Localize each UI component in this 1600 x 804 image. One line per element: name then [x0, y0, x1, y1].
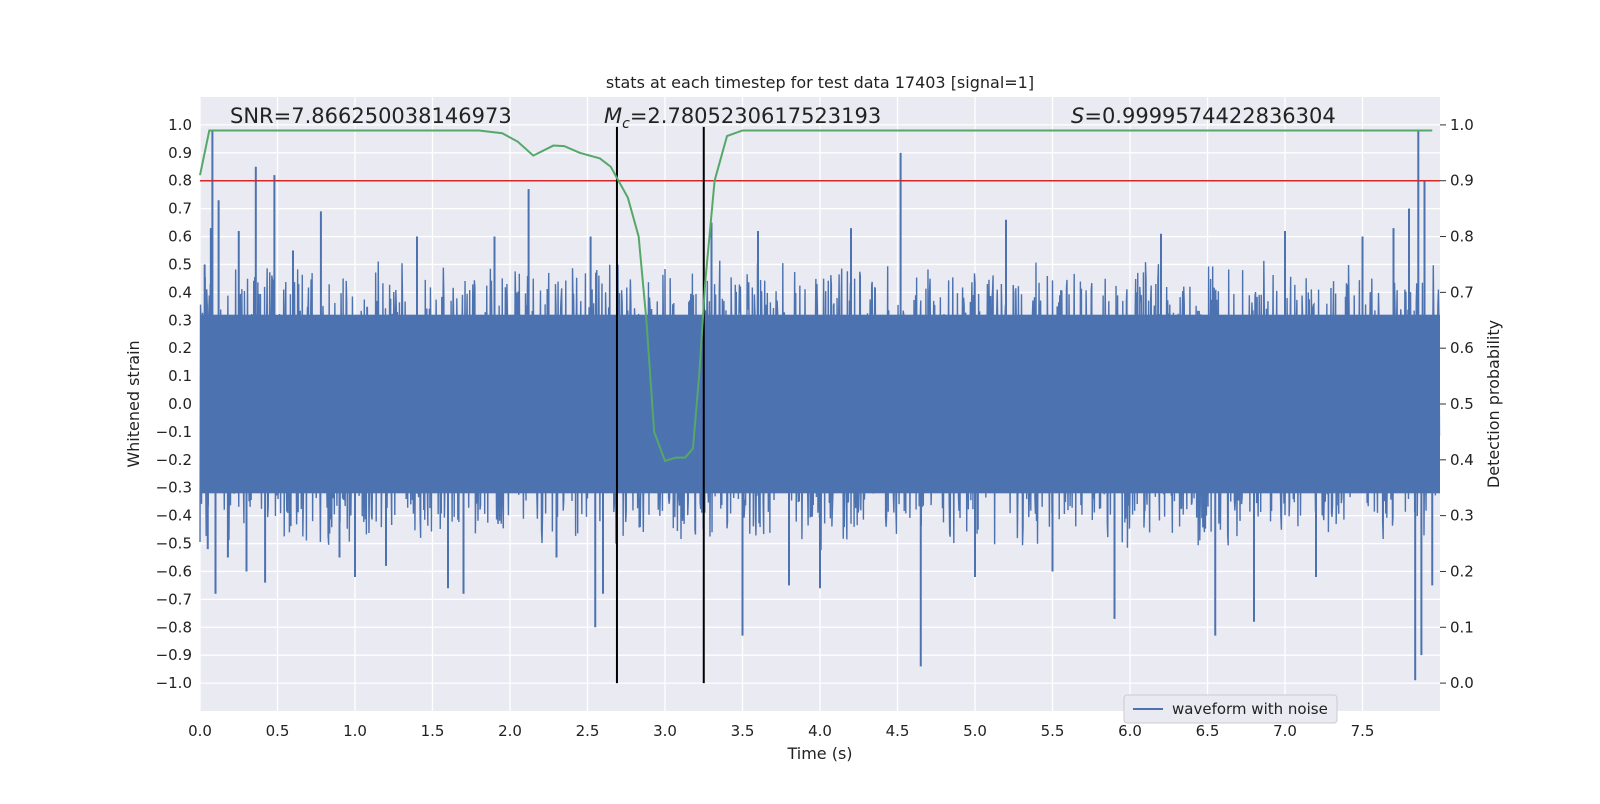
chirp-mass-annotation: Mc=2.7805230617523193 [604, 104, 881, 132]
y-tick-label: 0.5 [168, 255, 192, 273]
y-right-tick-label: 1.0 [1450, 116, 1474, 134]
x-tick-label: 6.5 [1196, 722, 1220, 740]
x-tick-label: 7.0 [1273, 722, 1297, 740]
y-right-tick-label: 0.7 [1450, 283, 1474, 301]
chirp-mass-symbol: M [604, 104, 622, 128]
y-tick-label: −0.4 [156, 507, 192, 525]
x-tick-label: 0.0 [188, 722, 212, 740]
x-tick-label: 0.5 [266, 722, 290, 740]
x-tick-label: 3.0 [653, 722, 677, 740]
y-tick-label: −0.3 [156, 479, 192, 497]
y-axis-right-title: Detection probability [1484, 320, 1503, 488]
y-tick-label: −0.7 [156, 590, 192, 608]
y-right-tick-label: 0.6 [1450, 339, 1474, 357]
x-tick-label: 5.0 [963, 722, 987, 740]
y-tick-label: 0.2 [168, 339, 192, 357]
x-tick-label: 2.5 [576, 722, 600, 740]
overlay-lines [200, 126, 1440, 684]
y-right-tick-label: 0.5 [1450, 395, 1474, 413]
score-symbol: S [1071, 104, 1084, 128]
y-tick-label: −0.6 [156, 562, 192, 580]
legend-box [1123, 694, 1338, 724]
y-tick-label: −1.0 [156, 674, 192, 692]
score-value: =0.9999574422836304 [1084, 104, 1335, 128]
tick-labels: 0.0 0.5 1.0 1.5 2.0 2.5 3.0 3.5 4.0 4.5 5.0 5.5 6.0 6… [156, 116, 1474, 740]
y-axis-title: Whitened strain [124, 340, 143, 467]
y-tick-label: −0.5 [156, 535, 192, 553]
y-tick-label: 0.8 [168, 172, 192, 190]
x-tick-label: 1.5 [421, 722, 445, 740]
legend: waveform with noise [1123, 694, 1338, 724]
chart-title: stats at each timestep for test data 174… [606, 73, 1034, 92]
chirp-mass-value: =2.7805230617523193 [630, 104, 881, 128]
x-tick-label: 4.0 [808, 722, 832, 740]
y-tick-label: −0.9 [156, 646, 192, 664]
score-annotation: S=0.9999574422836304 [1071, 104, 1336, 128]
y-tick-label: −0.8 [156, 618, 192, 636]
x-tick-label: 7.5 [1351, 722, 1375, 740]
y-tick-label: 0.0 [168, 395, 192, 413]
y-tick-label: −0.2 [156, 451, 192, 469]
legend-label-waveform: waveform with noise [1172, 700, 1328, 718]
x-tick-label: 5.5 [1041, 722, 1065, 740]
y-tick-label: 0.9 [168, 144, 192, 162]
probability-line [199, 129, 1433, 463]
x-tick-label: 2.0 [498, 722, 522, 740]
y-right-tick-label: 0.0 [1450, 674, 1474, 692]
y-tick-label: −0.1 [156, 423, 192, 441]
y-right-tick-label: 0.4 [1450, 451, 1474, 469]
y-tick-label: 0.7 [168, 200, 192, 218]
x-tick-label: 3.5 [731, 722, 755, 740]
chirp-mass-subscript: c [622, 116, 630, 132]
y-right-tick-label: 0.1 [1450, 618, 1474, 636]
y-tick-label: 0.4 [168, 283, 192, 301]
y-right-tick-label: 0.3 [1450, 507, 1474, 525]
probability-series [199, 129, 1433, 463]
y-tick-label: 0.1 [168, 367, 192, 385]
x-axis-title: Time (s) [786, 744, 852, 763]
y-tick-label: 0.6 [168, 228, 192, 246]
y-right-tick-label: 0.9 [1450, 172, 1474, 190]
y-right-tick-label: 0.2 [1450, 562, 1474, 580]
y-tick-label: 0.3 [168, 311, 192, 329]
x-tick-label: 1.0 [343, 722, 367, 740]
x-tick-label: 4.5 [886, 722, 910, 740]
y-tick-label: 1.0 [168, 116, 192, 134]
x-tick-label: 6.0 [1118, 722, 1142, 740]
waveform-series [199, 130, 1441, 681]
y-right-tick-label: 0.8 [1450, 228, 1474, 246]
snr-annotation: SNR=7.866250038146973 [230, 104, 512, 128]
